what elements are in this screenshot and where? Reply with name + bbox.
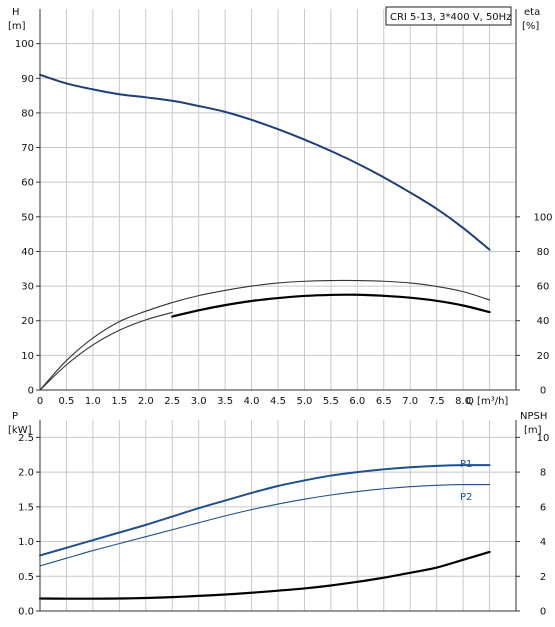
left-tick-label: 60 bbox=[21, 178, 34, 189]
right-tick-label: 100 bbox=[533, 212, 552, 223]
top-tick-labels: 0 10 20 30 40 50 60 70 80 90 100 0 20 40 60 80 100 0 0.5 1.… bbox=[15, 39, 553, 407]
x-tick-label: 1.0 bbox=[85, 396, 101, 407]
right-tick-label: 10 bbox=[537, 433, 550, 444]
top-right-axis-label: eta bbox=[524, 7, 540, 18]
x-tick-label: 4.5 bbox=[270, 396, 286, 407]
x-tick-label: 0 bbox=[37, 396, 43, 407]
left-tick-label: 50 bbox=[21, 212, 34, 223]
left-tick-label: 1.5 bbox=[18, 502, 34, 513]
x-tick-label: 3.0 bbox=[191, 396, 207, 407]
right-tick-label: 80 bbox=[537, 247, 550, 258]
x-axis-label: Q [m³/h] bbox=[466, 396, 508, 407]
left-tick-label: 2.5 bbox=[18, 433, 34, 444]
bottom-left-axis-label: P bbox=[12, 411, 18, 422]
efficiency-curve-upper-line bbox=[39, 279, 491, 391]
series-label-p1: P1 bbox=[460, 459, 472, 470]
series-label-p2: P2 bbox=[460, 492, 472, 503]
left-tick-label: 20 bbox=[21, 316, 34, 327]
right-tick-label: 20 bbox=[537, 351, 550, 362]
left-tick-label: 90 bbox=[21, 74, 34, 85]
efficiency-curve-lower-thin-line bbox=[39, 311, 173, 391]
x-tick-label: 5.5 bbox=[323, 396, 339, 407]
left-tick-label: 100 bbox=[15, 39, 34, 50]
right-tick-label: 2 bbox=[540, 572, 546, 583]
x-tick-label: 0.5 bbox=[58, 396, 74, 407]
x-tick-label: 1.5 bbox=[111, 396, 127, 407]
bottom-tick-labels: 0.0 0.5 1.0 1.5 2.0 2.5 0 2 4 6 8 10 bbox=[18, 433, 549, 618]
left-tick-label: 30 bbox=[21, 282, 34, 293]
x-tick-label: 8.0 bbox=[455, 396, 471, 407]
top-right-axis-unit: [%] bbox=[522, 21, 539, 32]
left-tick-label: 0.5 bbox=[18, 572, 34, 583]
left-tick-label: 1.0 bbox=[18, 537, 34, 548]
legend-box: CRI 5-13, 3*400 V, 50Hz bbox=[385, 6, 512, 26]
top-panel: 0 10 20 30 40 50 60 70 80 90 100 0 20 40 60 80 100 0 0.5 1.… bbox=[8, 6, 553, 407]
x-tick-label: 5.0 bbox=[296, 396, 312, 407]
left-tick-label: 0 bbox=[28, 386, 34, 397]
x-tick-label: 2.0 bbox=[138, 396, 154, 407]
power-p1-line bbox=[39, 464, 491, 557]
right-tick-label: 8 bbox=[540, 468, 546, 479]
bottom-axes bbox=[36, 420, 520, 612]
top-left-axis-label: H bbox=[12, 7, 20, 18]
legend-frame bbox=[385, 6, 512, 26]
x-tick-label: 7.5 bbox=[429, 396, 445, 407]
top-series-group bbox=[39, 73, 491, 391]
left-tick-label: 0.0 bbox=[18, 607, 34, 618]
bottom-left-axis-unit: [kW] bbox=[8, 425, 32, 436]
top-axes bbox=[36, 9, 520, 391]
head-curve-line bbox=[39, 73, 491, 251]
right-tick-label: 0 bbox=[540, 607, 546, 618]
bottom-series-group bbox=[38, 464, 491, 600]
left-tick-label: 70 bbox=[21, 143, 34, 154]
efficiency-curve-lower-bold-line bbox=[171, 293, 491, 318]
npsh-line bbox=[38, 550, 491, 600]
x-tick-label: 2.5 bbox=[164, 396, 180, 407]
right-tick-label: 6 bbox=[540, 502, 546, 513]
x-tick-label: 6.0 bbox=[349, 396, 365, 407]
power-p2-line bbox=[39, 483, 491, 567]
right-tick-label: 40 bbox=[537, 316, 550, 327]
bottom-right-axis-unit: [m] bbox=[524, 425, 542, 436]
chart-title: CRI 5-13, 3*400 V, 50Hz bbox=[390, 12, 511, 23]
right-tick-label: 4 bbox=[540, 537, 546, 548]
left-tick-label: 40 bbox=[21, 247, 34, 258]
bottom-panel: 0.0 0.5 1.0 1.5 2.0 2.5 0 2 4 6 8 10 P [kW] NPSH [m… bbox=[8, 411, 549, 618]
bottom-right-axis-label: NPSH bbox=[520, 411, 547, 422]
bottom-grid bbox=[39, 420, 517, 612]
x-tick-label: 6.5 bbox=[376, 396, 392, 407]
right-tick-label: 60 bbox=[537, 282, 550, 293]
top-left-axis-unit: [m] bbox=[8, 21, 26, 32]
left-tick-label: 2.0 bbox=[18, 468, 34, 479]
left-tick-label: 10 bbox=[21, 351, 34, 362]
x-tick-label: 4.0 bbox=[244, 396, 260, 407]
x-tick-label: 3.5 bbox=[217, 396, 233, 407]
left-tick-label: 80 bbox=[21, 108, 34, 119]
right-tick-label: 0 bbox=[540, 386, 546, 397]
x-tick-label: 7.0 bbox=[402, 396, 418, 407]
